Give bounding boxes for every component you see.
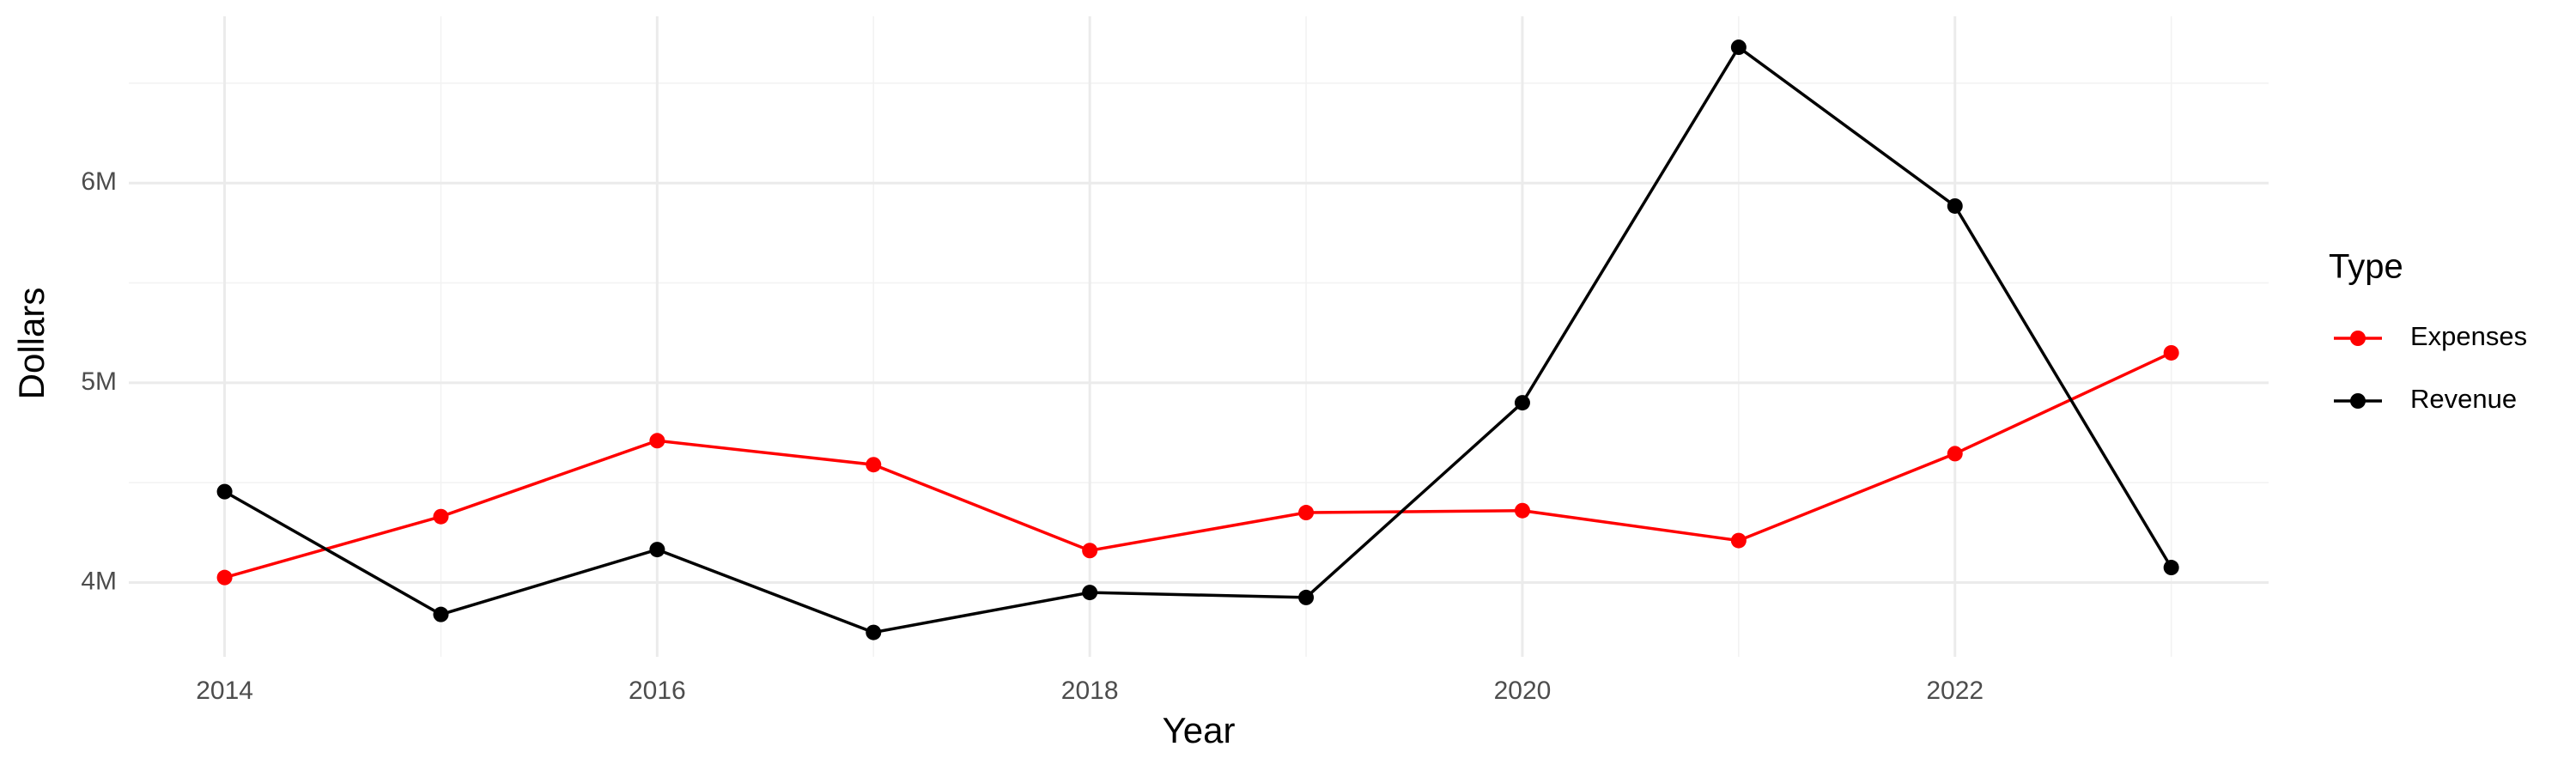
x-axis-title: Year [1163,710,1236,750]
legend-label: Revenue [2410,384,2517,414]
legend-label: Expenses [2410,321,2527,351]
data-point [866,457,882,473]
y-tick-label: 4M [81,567,117,595]
legend-title: Type [2329,248,2403,286]
data-point [433,606,449,622]
x-tick-label: 2022 [1926,677,1984,705]
data-point [1947,446,1963,462]
data-point [1514,395,1530,411]
data-point [1082,543,1098,559]
data-point [1298,505,1315,521]
data-point [216,483,233,500]
legend-marker [2350,393,2366,409]
data-point [2163,344,2179,361]
data-point [1730,532,1747,549]
x-tick-label: 2016 [629,677,686,705]
data-point [2163,560,2179,576]
data-point [1298,589,1315,605]
data-point [649,433,665,449]
series-line [224,351,2172,580]
data-point [866,624,882,640]
y-tick-label: 5M [81,367,117,396]
data-point [433,508,449,525]
y-tick-label: 6M [81,167,117,196]
data-point [1947,197,1963,214]
x-tick-label: 2020 [1494,677,1552,705]
y-axis-title: Dollars [11,288,52,400]
data-point [216,569,233,586]
data-point [1730,39,1747,56]
x-tick-label: 2014 [196,677,253,705]
x-tick-label: 2018 [1061,677,1119,705]
data-point [1082,585,1098,601]
data-point [1514,502,1530,519]
series-line [223,45,2173,634]
legend-marker [2350,331,2366,346]
data-point [649,542,665,558]
